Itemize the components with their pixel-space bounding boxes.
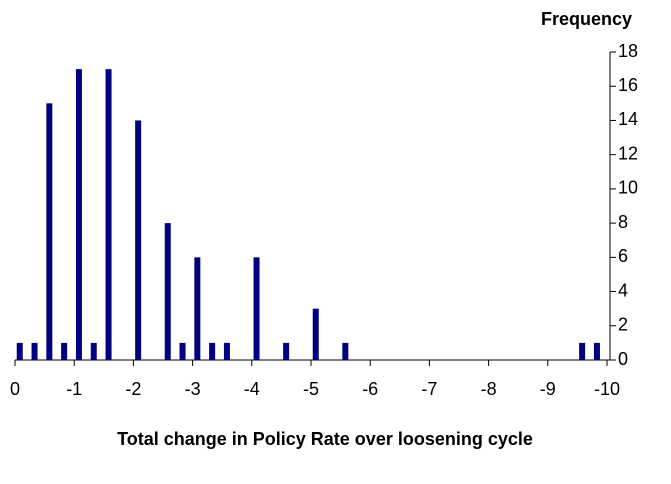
- bar: [16, 342, 23, 360]
- y-tick-label: 10: [618, 178, 638, 198]
- x-tick-label: -7: [421, 379, 437, 399]
- bar: [75, 69, 82, 360]
- y-tick-label: 18: [618, 41, 638, 61]
- bar: [90, 342, 97, 360]
- x-tick-label: -9: [540, 379, 556, 399]
- bar: [61, 342, 68, 360]
- bar: [312, 308, 319, 360]
- bar: [209, 342, 216, 360]
- x-tick-label: 0: [10, 379, 20, 399]
- bar: [31, 342, 38, 360]
- bar: [223, 342, 230, 360]
- x-tick-label: -10: [594, 379, 620, 399]
- y-tick-label: 4: [618, 280, 628, 300]
- bar: [135, 120, 142, 360]
- bar: [164, 223, 171, 360]
- y-tick-label: 16: [618, 75, 638, 95]
- y-tick-label: 14: [618, 109, 638, 129]
- x-tick-label: -1: [66, 379, 82, 399]
- bar: [342, 342, 349, 360]
- x-tick-label: -6: [362, 379, 378, 399]
- x-axis-title: Total change in Policy Rate over looseni…: [117, 429, 533, 449]
- bar: [593, 342, 600, 360]
- y-tick-label: 12: [618, 143, 638, 163]
- bar: [46, 103, 53, 360]
- bar: [579, 342, 586, 360]
- bar: [194, 257, 201, 360]
- x-tick-label: -3: [185, 379, 201, 399]
- bar: [105, 69, 112, 360]
- y-tick-label: 0: [618, 349, 628, 369]
- y-tick-label: 6: [618, 246, 628, 266]
- bar: [179, 342, 186, 360]
- x-tick-label: -8: [481, 379, 497, 399]
- y-tick-label: 8: [618, 212, 628, 232]
- bar: [253, 257, 260, 360]
- x-tick-label: -5: [303, 379, 319, 399]
- x-tick-label: -2: [125, 379, 141, 399]
- bar: [283, 342, 290, 360]
- x-tick-label: -4: [244, 379, 260, 399]
- y-axis-title: Frequency: [541, 9, 632, 29]
- y-tick-label: 2: [618, 315, 628, 335]
